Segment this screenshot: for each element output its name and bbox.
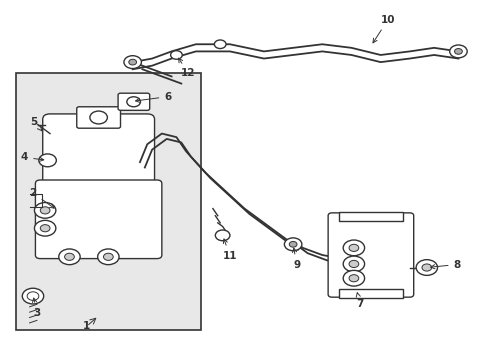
- Text: 11: 11: [222, 239, 237, 261]
- Circle shape: [215, 230, 229, 241]
- Circle shape: [421, 264, 431, 271]
- Text: 5: 5: [30, 117, 42, 131]
- FancyBboxPatch shape: [16, 73, 201, 330]
- Text: 2: 2: [30, 188, 54, 208]
- Text: 12: 12: [178, 58, 195, 78]
- Circle shape: [98, 249, 119, 265]
- FancyBboxPatch shape: [327, 213, 413, 297]
- Circle shape: [348, 275, 358, 282]
- Circle shape: [170, 51, 182, 59]
- Text: 8: 8: [430, 260, 460, 270]
- Circle shape: [449, 45, 466, 58]
- Circle shape: [284, 238, 301, 251]
- Circle shape: [59, 249, 80, 265]
- Circle shape: [343, 270, 364, 286]
- FancyBboxPatch shape: [42, 114, 154, 196]
- Circle shape: [128, 59, 136, 65]
- Circle shape: [90, 111, 107, 124]
- Circle shape: [34, 203, 56, 218]
- Text: 4: 4: [21, 152, 43, 162]
- Circle shape: [348, 244, 358, 251]
- FancyBboxPatch shape: [118, 93, 149, 111]
- Circle shape: [348, 260, 358, 267]
- Text: 10: 10: [372, 15, 394, 43]
- Circle shape: [126, 97, 140, 107]
- Circle shape: [214, 40, 225, 49]
- Circle shape: [454, 49, 461, 54]
- FancyBboxPatch shape: [35, 180, 162, 258]
- Circle shape: [103, 253, 113, 260]
- Circle shape: [415, 260, 437, 275]
- Text: 7: 7: [356, 293, 363, 309]
- Text: 3: 3: [32, 298, 40, 318]
- Circle shape: [34, 220, 56, 236]
- Circle shape: [343, 256, 364, 272]
- Bar: [339, 212, 402, 221]
- Circle shape: [288, 242, 296, 247]
- Circle shape: [343, 240, 364, 256]
- Text: 6: 6: [135, 92, 171, 103]
- Circle shape: [123, 56, 141, 68]
- Text: 9: 9: [292, 248, 300, 270]
- Circle shape: [64, 253, 74, 260]
- FancyBboxPatch shape: [77, 107, 120, 128]
- Circle shape: [40, 225, 50, 232]
- Circle shape: [27, 292, 39, 300]
- Circle shape: [22, 288, 43, 304]
- Circle shape: [39, 154, 56, 167]
- Bar: [339, 289, 402, 298]
- Circle shape: [40, 207, 50, 214]
- Text: 1: 1: [82, 321, 90, 332]
